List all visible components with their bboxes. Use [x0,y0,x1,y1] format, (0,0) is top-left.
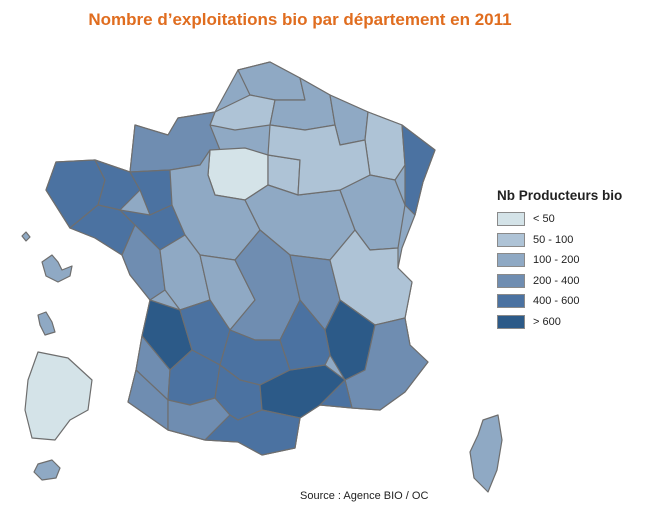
legend-label: 400 - 600 [533,295,580,308]
dept-champagne [267,124,371,196]
dept-aude [204,409,301,456]
dept-alsace [401,124,436,216]
legend-swatch [497,273,525,288]
legend-label: 200 - 400 [533,274,580,287]
legend-item-100-200: 100 - 200 [497,250,647,271]
legend-item-200-400: 200 - 400 [497,271,647,292]
corsica [469,414,503,493]
legend-label: 100 - 200 [533,254,580,267]
legend-item-50-100: 50 - 100 [497,230,647,251]
legend-swatch [497,314,525,329]
legend-label: 50 - 100 [533,233,574,246]
legend-title: Nb Producteurs bio [497,188,623,203]
small-island [21,231,31,242]
legend-item-gt-600: > 600 [497,312,647,333]
legend-swatch [497,232,525,247]
source-note: Source : Agence BIO / OC [300,490,429,502]
legend-swatch [497,294,525,309]
guadeloupe [41,254,73,283]
map-title: Nombre d’exploitations bio par départeme… [88,10,512,29]
legend-swatch [497,253,525,268]
dept-lorraine [364,111,406,181]
legend-item-lt-50: < 50 [497,209,647,230]
legend-swatch [497,212,525,227]
martinique [37,311,56,336]
dept-bouches-du-rhone [319,379,353,409]
dept-somme [209,94,276,131]
legend-label: < 50 [533,213,555,226]
legend-label: > 600 [533,315,561,328]
dept-paca [344,317,429,411]
reunion [33,459,61,481]
map-legend: Nb Producteurs bio < 50 50 - 100 100 - 2… [497,188,647,332]
guyane [24,351,93,441]
legend-item-400-600: 400 - 600 [497,291,647,312]
dept-gard [279,299,331,371]
